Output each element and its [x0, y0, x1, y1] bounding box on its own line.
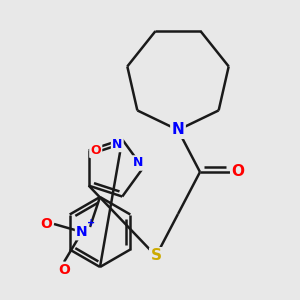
Text: N: N: [133, 157, 143, 169]
Text: O: O: [58, 263, 70, 277]
Text: +: +: [87, 218, 95, 228]
Text: O: O: [232, 164, 244, 179]
Text: N: N: [76, 225, 88, 239]
Text: O: O: [40, 217, 52, 231]
Text: O: O: [90, 144, 101, 157]
Text: N: N: [112, 138, 122, 151]
Text: S: S: [151, 248, 161, 263]
Text: N: N: [172, 122, 184, 137]
